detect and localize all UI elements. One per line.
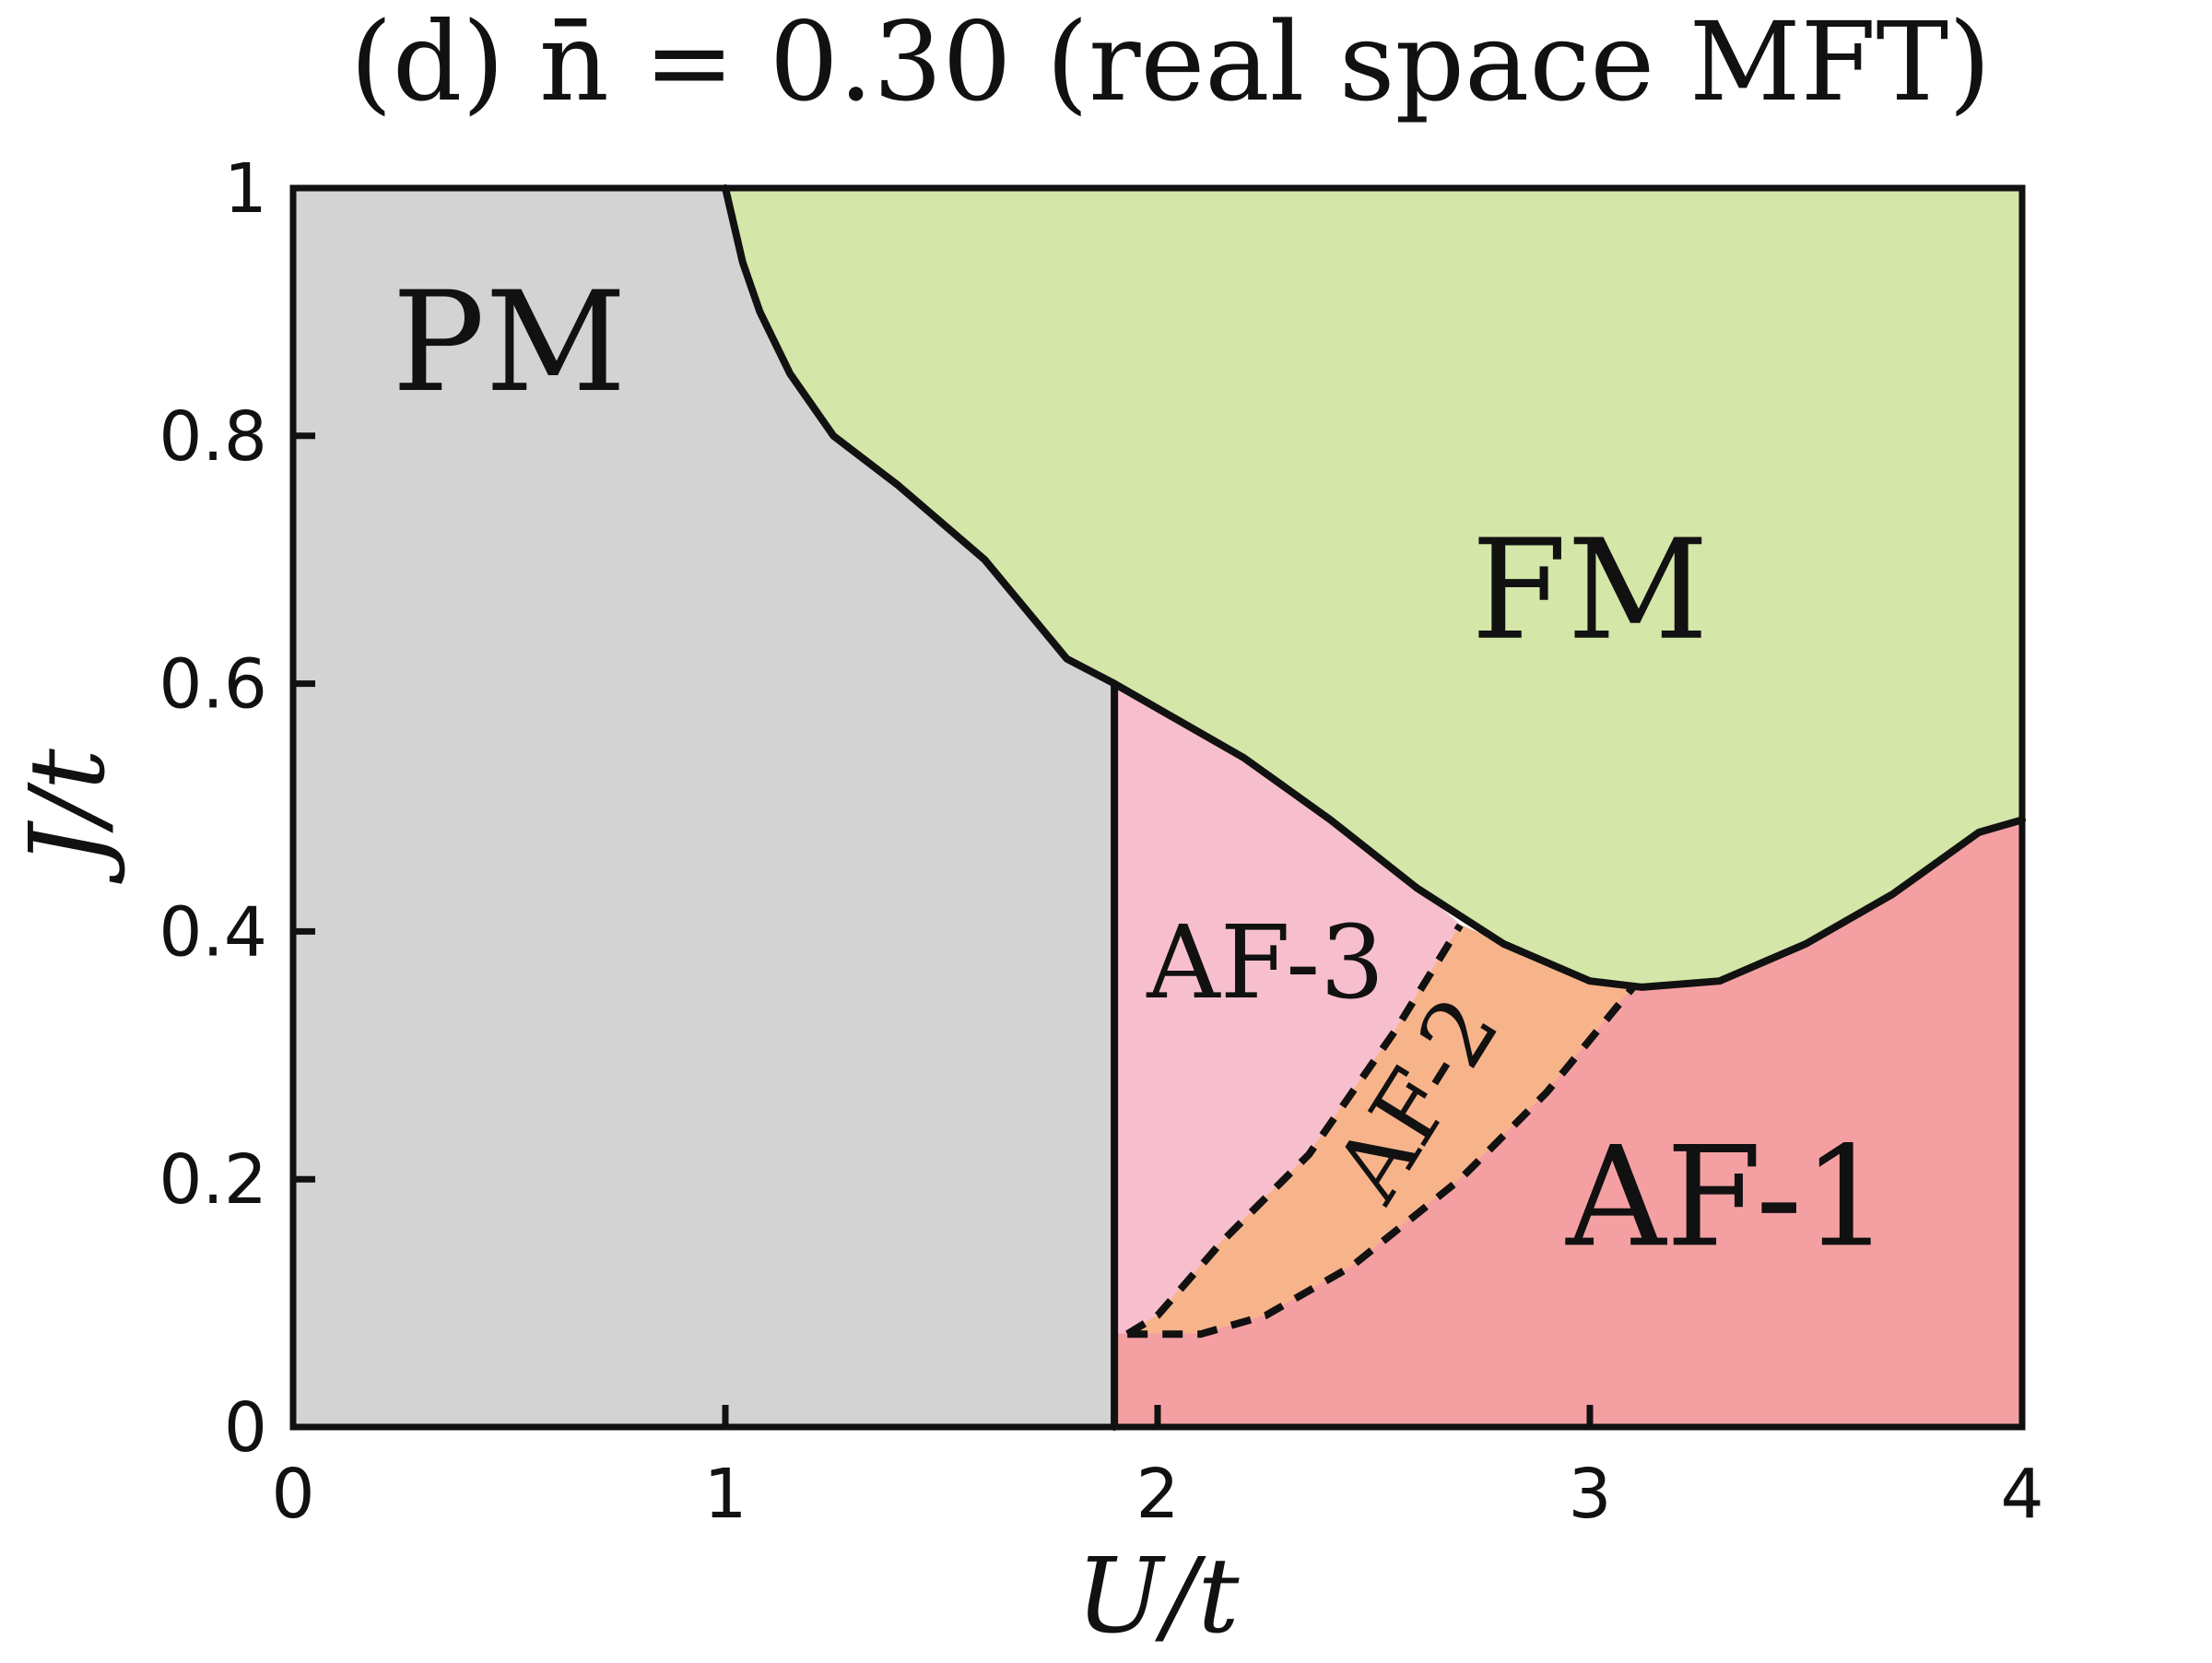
y-axis-label: J/t: [8, 748, 128, 884]
x-axis-label: U/t: [1076, 1537, 1240, 1657]
x-ticks: 0 1 2 3 4: [271, 1405, 2044, 1534]
y-tick-label: 0.4: [159, 892, 267, 972]
y-tick-label: 0.8: [159, 397, 267, 477]
y-tick-label: 1: [224, 149, 267, 229]
label-af-1: AF-1: [1565, 1117, 1890, 1278]
y-tick-label: 0: [224, 1388, 267, 1468]
boundary-pm-fm-af-3-boundary: [722, 184, 2026, 991]
boundary-af-3-af-2-boundary: [1125, 923, 1464, 1338]
label-pm: PM: [392, 263, 627, 423]
y-ticks: 0 0.2 0.4 0.6 0.8 1: [159, 149, 315, 1468]
chart-title: (d) n̄ = 0.30 (real space MFT): [350, 0, 1991, 125]
x-tick-label: 3: [1568, 1455, 1611, 1534]
boundaries-layer: [722, 184, 2026, 1431]
x-tick-label: 0: [271, 1455, 314, 1534]
x-tick-label: 4: [2000, 1455, 2043, 1534]
boundary-af-2-af-1-boundary: [1127, 985, 1636, 1339]
label-af-3: AF-3: [1146, 903, 1384, 1021]
y-tick-label: 0.2: [159, 1140, 267, 1220]
x-tick-label: 1: [703, 1455, 747, 1534]
label-fm: FM: [1471, 511, 1709, 671]
x-tick-label: 2: [1135, 1455, 1179, 1534]
y-tick-label: 0.6: [159, 645, 267, 725]
